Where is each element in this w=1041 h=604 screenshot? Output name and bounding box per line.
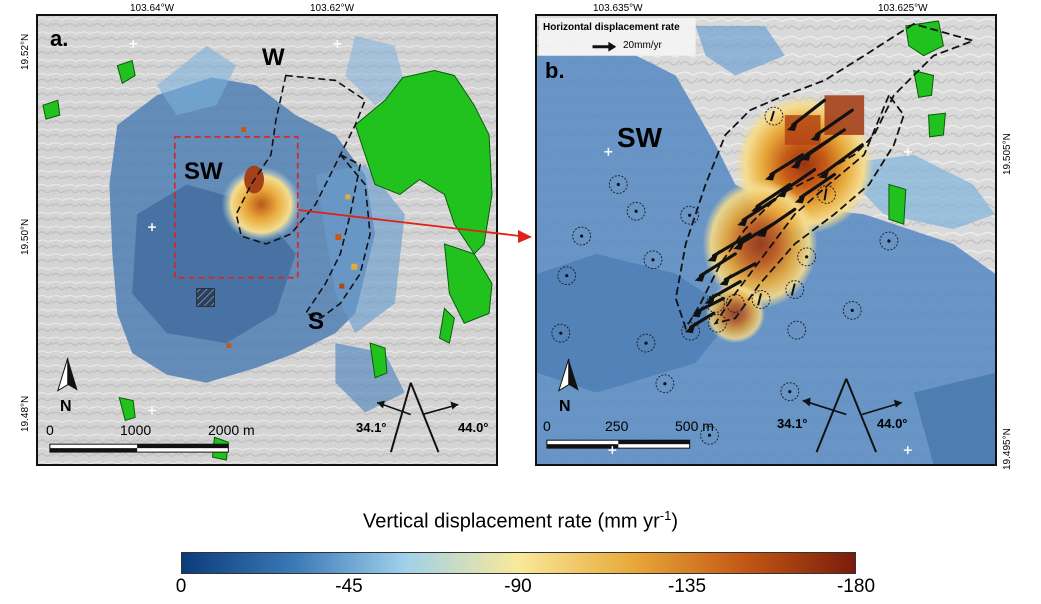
map-panel-a: a. W SW S N 0 1000 2000 m 34.1° 44.0° <box>36 14 498 466</box>
scale-a-1: 1000 <box>120 422 152 438</box>
angle-b-left: 34.1° <box>777 416 808 431</box>
lon-tick-b-1: 103.635°W <box>593 3 643 14</box>
horizontal-legend-unit: 20mm/yr <box>623 40 662 51</box>
lat-tick-a-1: 19.52°N <box>20 33 31 70</box>
map-a-canvas <box>38 16 496 464</box>
colorbar-tick-1: -45 <box>335 576 363 597</box>
colorbar-tick-2: -90 <box>504 576 532 597</box>
colorbar-title-exponent: -1 <box>659 508 672 523</box>
angle-a-right: 44.0° <box>458 420 489 435</box>
scale-b-2: 500 m <box>675 418 714 434</box>
angle-a-left: 34.1° <box>356 420 387 435</box>
horizontal-legend-title: Horizontal displacement rate <box>543 22 680 33</box>
map-b-canvas <box>537 16 995 464</box>
lat-tick-b-1: 19.505°N <box>1002 133 1013 175</box>
scale-a-0: 0 <box>46 422 54 438</box>
scale-b-1: 250 <box>605 418 629 434</box>
label-s: S <box>308 308 325 335</box>
label-w: W <box>262 44 285 71</box>
colorbar-tick-4: -180 <box>836 576 876 597</box>
lat-tick-a-2: 19.50°N <box>20 218 31 255</box>
label-sw-a: SW <box>184 158 223 185</box>
angle-b-right: 44.0° <box>877 416 908 431</box>
lon-tick-a-2: 103.62°W <box>310 3 355 14</box>
lat-tick-b-2: 19.495°N <box>1002 428 1013 470</box>
panel-a-letter: a. <box>50 26 69 51</box>
colorbar-tick-0: 0 <box>175 576 187 597</box>
scale-a-2: 2000 m <box>208 422 255 438</box>
north-arrow-b-label: N <box>559 398 571 415</box>
north-arrow-a-label: N <box>60 398 72 415</box>
label-sw-b: SW <box>617 122 663 153</box>
lon-tick-a-1: 103.64°W <box>130 3 175 14</box>
colorbar <box>181 552 856 574</box>
scale-b-0: 0 <box>543 418 551 434</box>
colorbar-title-main: Vertical displacement rate (mm yr <box>363 510 660 533</box>
lat-tick-a-3: 19.48°N <box>20 395 31 432</box>
colorbar-title-end: ) <box>671 510 678 533</box>
panel-b-letter: b. <box>545 58 565 83</box>
lon-tick-b-2: 103.625°W <box>878 3 928 14</box>
colorbar-title: Vertical displacement rate (mm yr-1) <box>0 508 1041 534</box>
map-panel-b: Horizontal displacement rate 20mm/yr b. … <box>535 14 997 466</box>
colorbar-tick-3: -135 <box>667 576 707 597</box>
